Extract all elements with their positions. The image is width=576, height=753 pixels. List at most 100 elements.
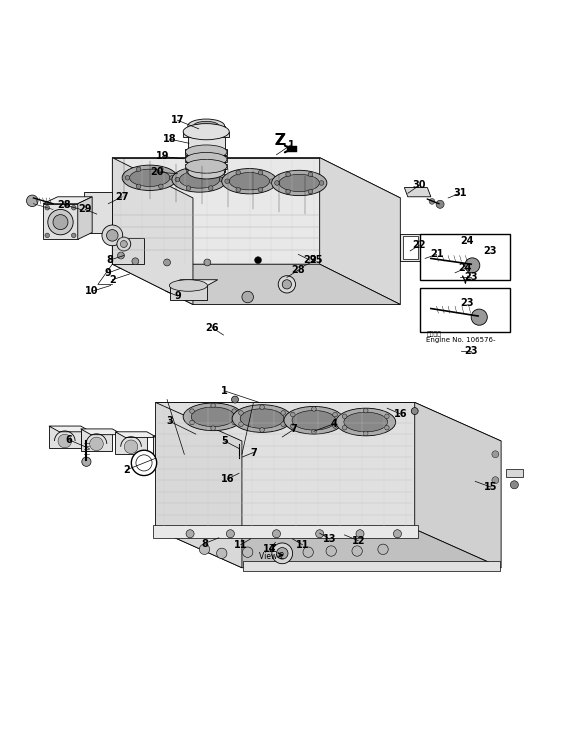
Text: 20: 20	[150, 167, 164, 177]
Text: 23: 23	[464, 273, 478, 282]
Ellipse shape	[172, 167, 227, 192]
Text: 23: 23	[460, 297, 473, 308]
Circle shape	[286, 189, 290, 194]
Ellipse shape	[292, 410, 336, 430]
Circle shape	[118, 252, 124, 259]
Ellipse shape	[130, 169, 170, 187]
Ellipse shape	[188, 119, 225, 133]
Text: 28: 28	[291, 265, 305, 275]
Polygon shape	[287, 146, 297, 152]
Polygon shape	[115, 431, 147, 454]
Text: 30: 30	[412, 180, 426, 191]
Polygon shape	[193, 439, 235, 445]
Polygon shape	[415, 402, 501, 568]
Circle shape	[276, 547, 288, 559]
Ellipse shape	[232, 404, 292, 432]
Text: 10: 10	[85, 286, 99, 296]
Circle shape	[308, 189, 313, 194]
Circle shape	[363, 431, 368, 436]
Text: 27: 27	[115, 192, 129, 202]
Circle shape	[411, 407, 418, 414]
Circle shape	[278, 276, 295, 293]
Polygon shape	[112, 157, 400, 198]
Ellipse shape	[122, 165, 177, 191]
Text: 31: 31	[453, 188, 467, 198]
Circle shape	[158, 184, 163, 189]
Text: 5: 5	[221, 436, 228, 446]
Polygon shape	[243, 561, 500, 571]
Polygon shape	[185, 157, 227, 162]
Circle shape	[272, 529, 281, 538]
Circle shape	[510, 480, 518, 489]
Polygon shape	[78, 197, 92, 239]
Circle shape	[158, 167, 163, 172]
Polygon shape	[156, 402, 415, 529]
Text: Z: Z	[268, 544, 276, 553]
Ellipse shape	[185, 152, 227, 166]
Ellipse shape	[240, 409, 284, 428]
Text: 8: 8	[106, 255, 113, 265]
Circle shape	[132, 258, 139, 265]
Polygon shape	[185, 163, 227, 169]
Polygon shape	[112, 157, 320, 264]
Text: 12: 12	[351, 535, 365, 546]
Ellipse shape	[284, 407, 344, 434]
Circle shape	[236, 187, 241, 192]
Circle shape	[275, 181, 279, 185]
Circle shape	[363, 408, 368, 413]
Circle shape	[125, 175, 130, 180]
Circle shape	[242, 547, 253, 557]
Circle shape	[234, 444, 244, 453]
Circle shape	[186, 186, 191, 191]
Circle shape	[219, 177, 224, 181]
Polygon shape	[156, 402, 242, 568]
Text: 24: 24	[460, 236, 473, 246]
Polygon shape	[115, 431, 157, 437]
Ellipse shape	[188, 165, 225, 179]
Circle shape	[232, 409, 237, 413]
Circle shape	[238, 410, 243, 415]
Circle shape	[342, 425, 347, 430]
Circle shape	[238, 422, 243, 426]
Circle shape	[281, 422, 286, 426]
Polygon shape	[185, 149, 227, 154]
Polygon shape	[49, 426, 81, 448]
Circle shape	[232, 396, 238, 403]
Polygon shape	[81, 429, 112, 451]
Ellipse shape	[183, 123, 229, 140]
Text: 13: 13	[323, 534, 336, 544]
Polygon shape	[49, 426, 91, 431]
Circle shape	[26, 195, 38, 206]
Polygon shape	[156, 529, 501, 568]
Circle shape	[492, 477, 499, 483]
Circle shape	[170, 175, 175, 180]
Circle shape	[255, 257, 262, 264]
Ellipse shape	[169, 279, 207, 291]
Circle shape	[385, 425, 389, 430]
Circle shape	[124, 440, 138, 453]
Circle shape	[120, 240, 127, 248]
Circle shape	[286, 172, 290, 177]
Text: 23: 23	[464, 346, 478, 355]
Polygon shape	[167, 428, 225, 453]
Polygon shape	[188, 126, 225, 172]
Ellipse shape	[180, 171, 220, 188]
Ellipse shape	[191, 407, 235, 427]
Text: 1: 1	[221, 386, 228, 396]
Text: 8: 8	[201, 538, 208, 548]
Circle shape	[290, 413, 295, 417]
Circle shape	[48, 209, 73, 235]
Ellipse shape	[185, 145, 227, 159]
Text: Z: Z	[274, 133, 286, 148]
Text: 11: 11	[234, 540, 248, 550]
Polygon shape	[170, 285, 207, 300]
Polygon shape	[320, 157, 400, 304]
Circle shape	[82, 457, 91, 466]
Circle shape	[281, 410, 286, 415]
Text: 7: 7	[290, 425, 297, 434]
Circle shape	[175, 177, 180, 181]
Text: 25: 25	[309, 255, 323, 265]
Ellipse shape	[271, 170, 327, 196]
Polygon shape	[506, 468, 523, 477]
Circle shape	[71, 206, 76, 210]
